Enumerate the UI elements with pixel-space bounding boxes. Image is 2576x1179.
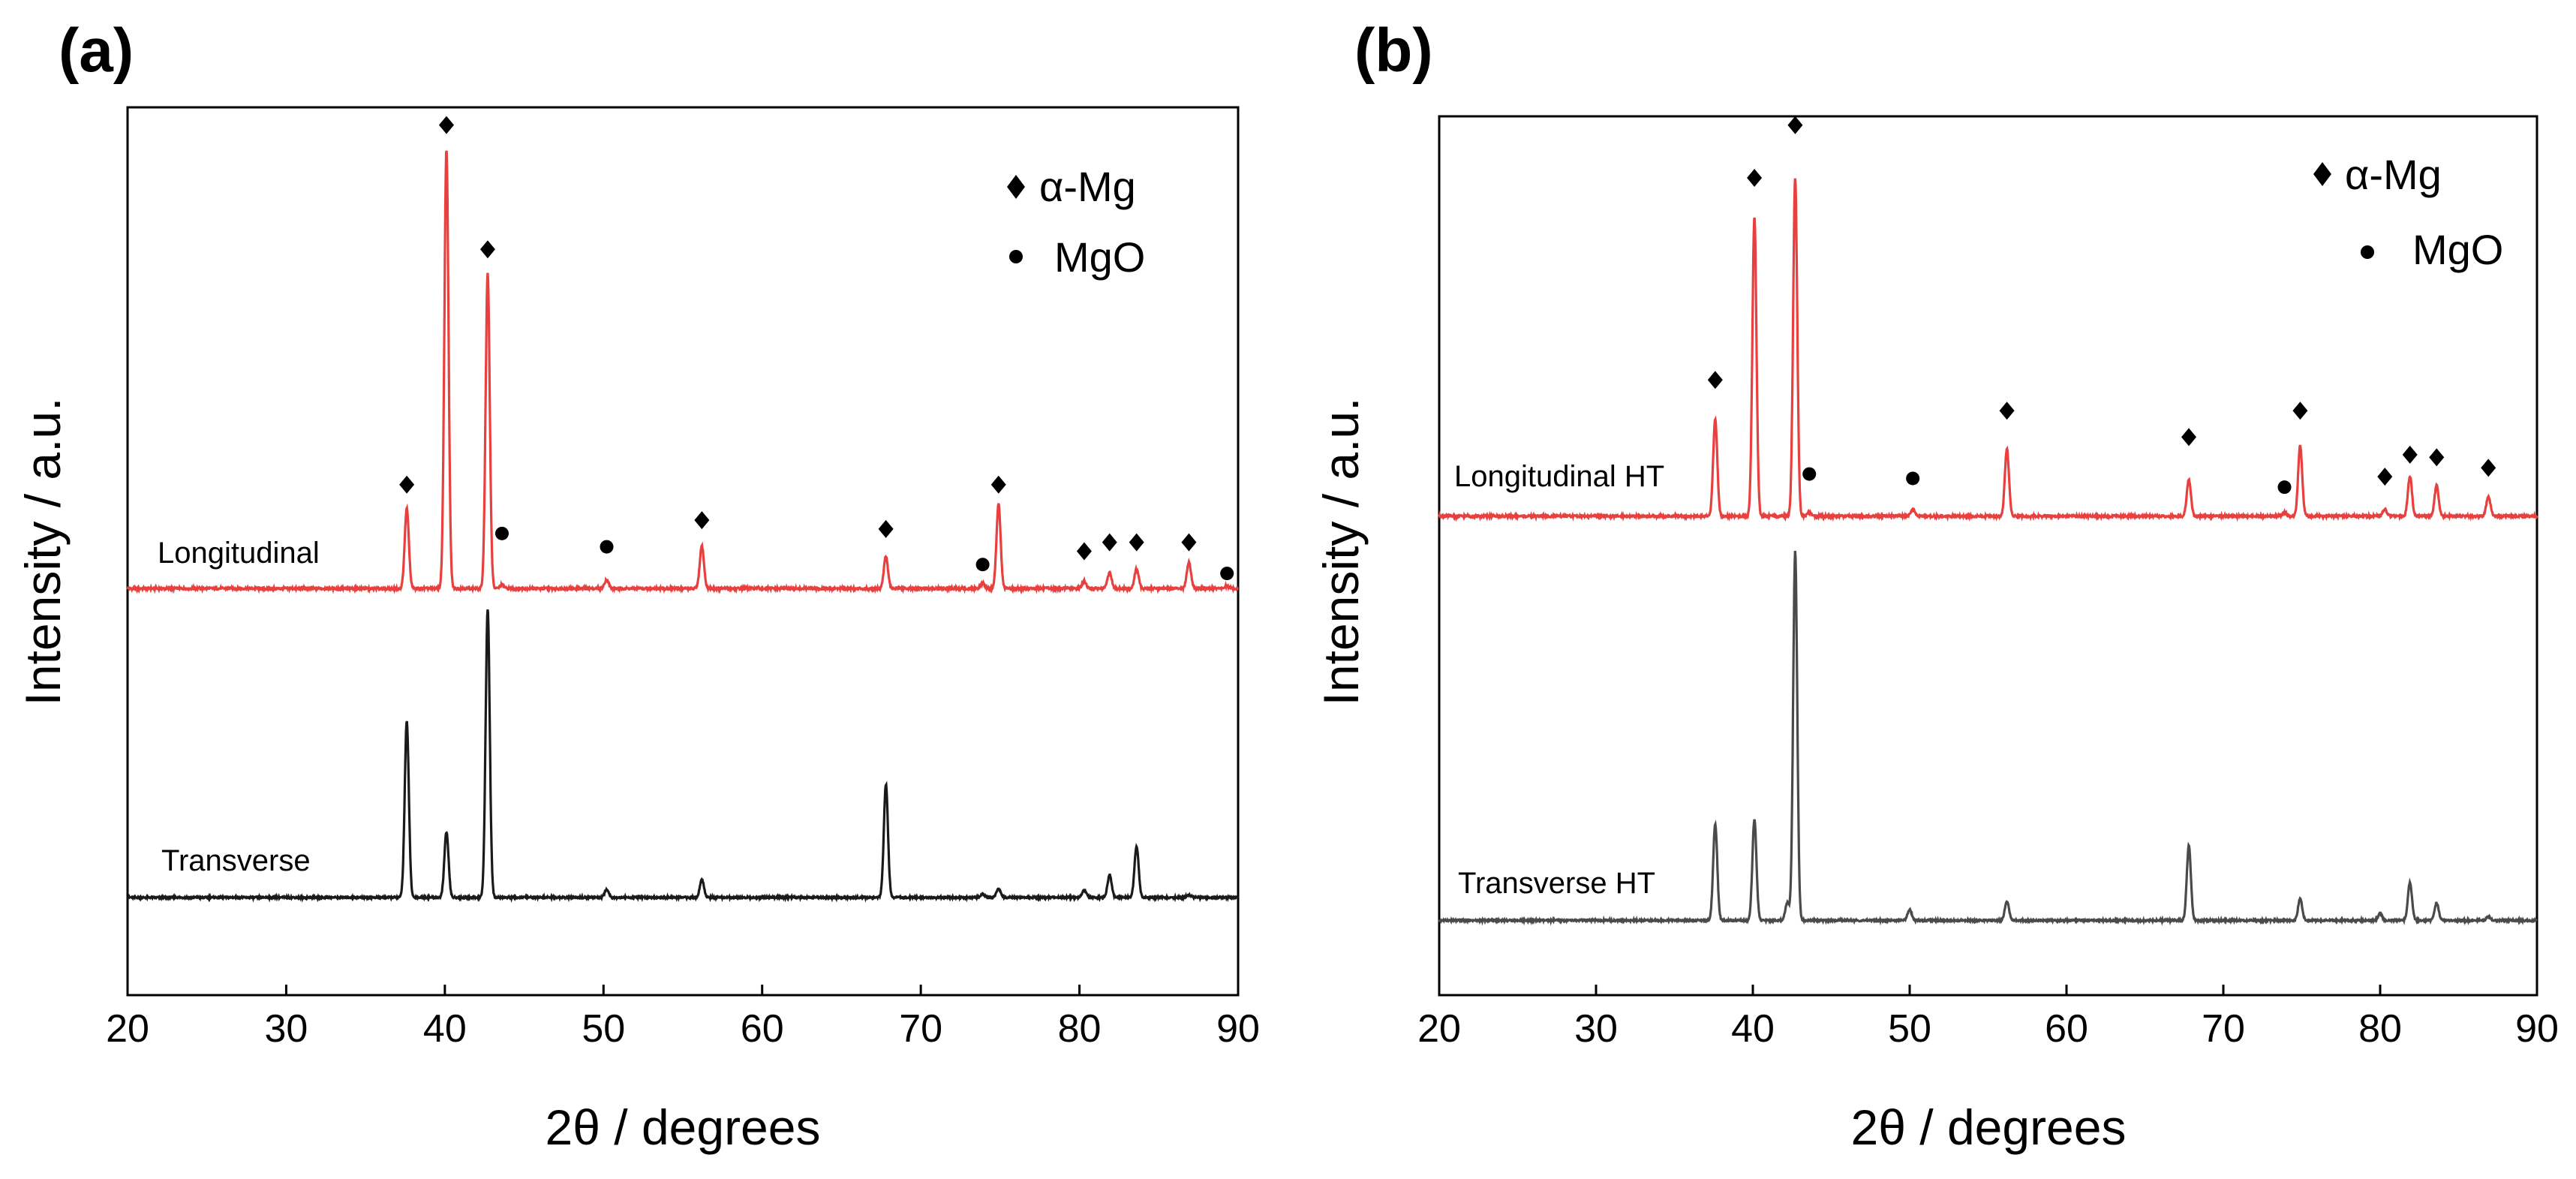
panel-b-label: (b) [1354,17,1433,85]
alpha-mg-diamond-marker [990,475,1006,494]
alpha-mg-diamond-marker [1129,533,1144,552]
mgo-circle-marker [494,526,509,540]
legend-alpha-mg-diamond-icon [2313,162,2331,186]
alpha-mg-diamond-marker [2292,402,2308,420]
alpha-mg-diamond-marker [1707,371,1723,389]
panel-a-legend: α-Mg MgO [1007,163,1145,281]
x-tick-label: 40 [1731,1007,1775,1051]
panel-b-x-ticks: 20 30 40 50 60 70 80 90 [1417,985,2559,1051]
panel-a-peak-markers [399,116,1234,581]
x-tick-label: 60 [2045,1007,2088,1051]
legend-label-mgo: MgO [1054,233,1145,281]
legend-alpha-mg-diamond-icon [1007,175,1025,199]
panel-b-plot-frame [1438,115,2538,997]
mgo-circle-marker [1906,471,1920,486]
alpha-mg-diamond-marker [1076,542,1092,561]
panel-a-x-axis-title: 2θ / degrees [546,1099,821,1155]
alpha-mg-diamond-marker [2181,428,2197,447]
series-label-transverse: Transverse [161,844,311,877]
alpha-mg-diamond-marker [1102,533,1117,552]
mgo-circle-marker [600,540,614,554]
panel-a-y-axis-title: Intensity / a.u. [15,398,71,706]
legend-label-alpha-mg: α-Mg [1039,163,1136,210]
panel-a-label: (a) [59,17,134,85]
alpha-mg-diamond-marker [1999,402,2015,420]
mgo-circle-marker [2277,480,2292,495]
series-line-transverse [127,609,1240,903]
alpha-mg-diamond-marker [2429,448,2445,467]
panel-b-legend: α-Mg MgO [2313,151,2503,273]
series-line-transverse-ht [1438,550,2538,926]
panel-a-series [126,150,1240,903]
panel-a-x-ticks: 20 30 40 50 60 70 80 90 [106,985,1260,1051]
mgo-circle-marker [1220,567,1234,581]
x-tick-label: 40 [423,1007,467,1051]
panel-b-y-axis-title: Intensity / a.u. [1313,398,1369,706]
series-line-longitudinal-ht [1438,178,2538,522]
alpha-mg-diamond-marker [438,116,454,134]
alpha-mg-diamond-marker [399,475,415,494]
panel-a: (a) 20 30 40 50 60 70 80 90 Longitudinal Transv… [15,17,1260,1155]
legend-mgo-circle-icon [1009,250,1023,263]
x-tick-label: 50 [582,1007,625,1051]
x-tick-label: 30 [1574,1007,1618,1051]
alpha-mg-diamond-marker [2481,459,2496,477]
mgo-circle-marker [1802,467,1817,481]
x-tick-label: 30 [265,1007,308,1051]
series-label-longitudinal-ht: Longitudinal HT [1454,460,1664,493]
x-tick-label: 80 [2358,1007,2402,1051]
x-tick-label: 90 [2515,1007,2559,1051]
alpha-mg-diamond-marker [878,519,894,538]
x-tick-label: 80 [1058,1007,1102,1051]
panel-b-series [1438,178,2538,926]
series-label-transverse-ht: Transverse HT [1458,867,1655,900]
alpha-mg-diamond-marker [479,240,495,259]
x-tick-label: 20 [1417,1007,1461,1051]
x-tick-label: 70 [2202,1007,2245,1051]
legend-mgo-circle-icon [2361,245,2374,259]
panel-a-plot-frame [126,106,1240,997]
alpha-mg-diamond-marker [2402,445,2418,464]
x-tick-label: 50 [1888,1007,1931,1051]
panel-b: (b) 20 30 40 50 60 70 80 90 Longitudinal HT Tra… [1313,17,2559,1155]
x-tick-label: 70 [899,1007,942,1051]
mgo-circle-marker [975,558,990,572]
x-tick-label: 60 [741,1007,784,1051]
series-label-longitudinal: Longitudinal [158,537,320,570]
x-tick-label: 20 [106,1007,149,1051]
x-tick-label: 90 [1216,1007,1260,1051]
alpha-mg-diamond-marker [694,511,710,530]
panel-b-peak-markers [1707,116,2496,495]
series-line-longitudinal [126,150,1239,594]
alpha-mg-diamond-marker [2377,468,2393,486]
alpha-mg-diamond-marker [1787,116,1803,134]
legend-label-mgo: MgO [2412,226,2503,273]
alpha-mg-diamond-marker [1747,168,1763,187]
alpha-mg-diamond-marker [1181,533,1197,552]
panel-b-x-axis-title: 2θ / degrees [1851,1099,2127,1155]
legend-label-alpha-mg: α-Mg [2345,151,2442,198]
